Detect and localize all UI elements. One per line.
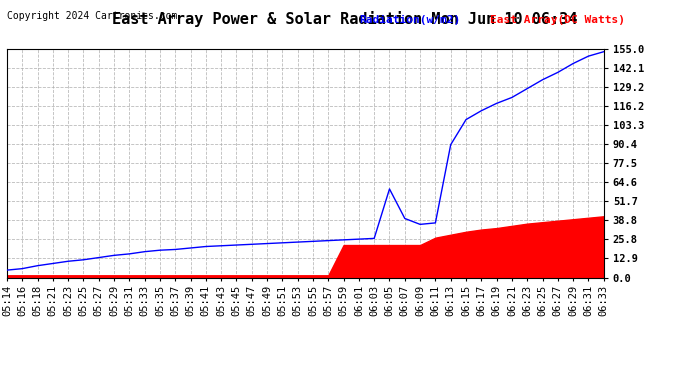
Text: East Array Power & Solar Radiation Mon Jun 10 06:34: East Array Power & Solar Radiation Mon J… — [112, 11, 578, 27]
Text: Copyright 2024 Cartronics.com: Copyright 2024 Cartronics.com — [7, 11, 177, 21]
Text: East Array(DC Watts): East Array(DC Watts) — [490, 15, 625, 25]
Text: Radiation(w/m2): Radiation(w/m2) — [359, 15, 460, 25]
